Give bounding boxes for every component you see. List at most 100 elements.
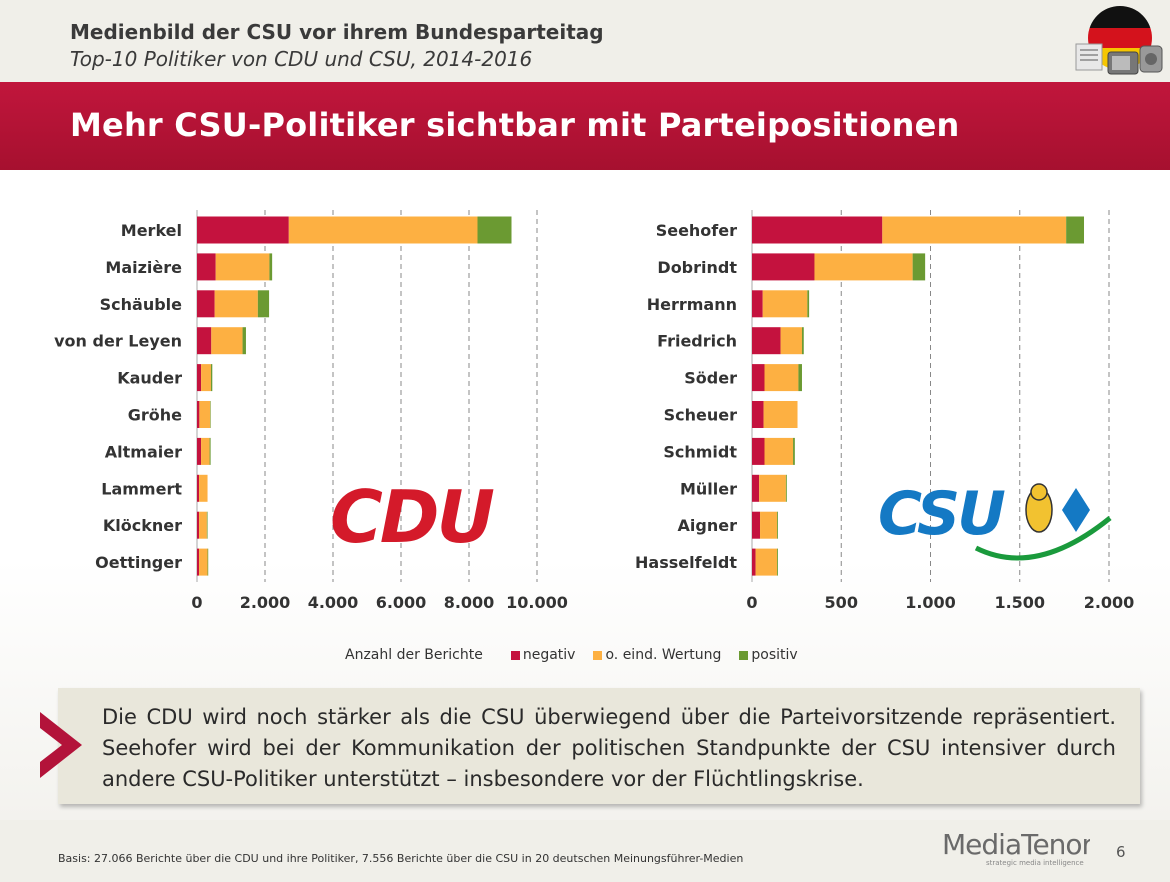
bar-cdu-negativ: [197, 364, 202, 392]
x-tick-label-csu: 500: [825, 593, 858, 612]
bar-csu-positiv: [807, 290, 810, 318]
legend-item-negativ: negativ: [510, 647, 576, 663]
svg-text:strategic media intelligence: strategic media intelligence: [986, 859, 1084, 867]
bar-csu-positiv: [776, 511, 778, 539]
bar-csu-positiv: [776, 548, 778, 576]
svg-text:CDU: CDU: [330, 482, 494, 550]
bar-cdu-oeindwertung: [201, 437, 210, 465]
category-label-cdu: Schäuble: [100, 295, 183, 314]
category-label-csu: Schmidt: [663, 442, 737, 461]
cdu-logo: CDU: [330, 482, 497, 550]
bar-csu-oeindwertung: [764, 364, 799, 392]
legend-title: Anzahl der Berichte: [345, 647, 483, 663]
bar-csu-oeindwertung: [814, 253, 913, 281]
chart-csu: 0 500 1.000 1.500 2.000 Seehofer Dobrindt Herrm…: [635, 210, 1134, 612]
footer-band: [0, 820, 1170, 882]
bar-cdu-negativ: [197, 548, 200, 576]
category-label-cdu: Maizière: [105, 258, 182, 277]
page-number: 6: [1116, 843, 1126, 861]
category-label-csu: Söder: [684, 369, 737, 388]
legend: Anzahl der Berichte negativ o. eind. Wer…: [345, 645, 816, 665]
bar-cdu-positiv: [210, 364, 213, 392]
bar-cdu-negativ: [197, 290, 215, 318]
charts: 0 2.000 4.000 6.000 8.000 10.000 Merkel Maizièr…: [54, 210, 1134, 612]
bar-csu-negativ: [752, 216, 883, 244]
x-tick-label-cdu: 2.000: [240, 593, 291, 612]
bar-csu-negativ: [752, 474, 760, 502]
bar-csu-positiv: [801, 327, 804, 355]
bar-cdu-oeindwertung: [288, 216, 478, 244]
bar-csu-oeindwertung: [882, 216, 1067, 244]
x-tick-label-cdu: 6.000: [376, 593, 427, 612]
bar-csu-oeindwertung: [764, 437, 794, 465]
category-label-cdu: von der Leyen: [54, 332, 182, 351]
csu-logo: CSU: [878, 479, 1112, 561]
legend-swatch-neutral: [593, 650, 603, 660]
category-label-csu: Friedrich: [657, 332, 737, 351]
bar-csu-negativ: [752, 364, 765, 392]
bar-cdu-oeindwertung: [211, 327, 243, 355]
footer-basis: Basis: 27.066 Berichte über die CDU und …: [58, 852, 744, 865]
bar-csu-oeindwertung: [763, 401, 798, 428]
swoosh-icon: [974, 516, 1112, 561]
legend-swatch-negativ: [510, 650, 520, 660]
x-tick-label-csu: 2.000: [1084, 593, 1135, 612]
x-tick-label-cdu: 10.000: [506, 593, 568, 612]
category-label-cdu: Altmaier: [105, 442, 182, 461]
bar-csu-positiv: [1066, 216, 1085, 244]
bar-cdu-negativ: [197, 253, 216, 281]
bar-cdu-negativ: [197, 216, 289, 244]
bar-csu-positiv: [793, 437, 795, 465]
bar-csu-oeindwertung: [759, 474, 786, 502]
category-label-cdu: Gröhe: [128, 406, 182, 425]
bar-csu-negativ: [752, 401, 764, 428]
bar-csu-negativ: [752, 253, 815, 281]
bar-cdu-positiv: [206, 511, 208, 539]
bar-cdu-positiv: [210, 401, 211, 428]
headline: Mehr CSU-Politiker sichtbar mit Parteipo…: [70, 106, 960, 144]
category-label-csu: Hasselfeldt: [635, 553, 737, 572]
slide-title: Medienbild der CSU vor ihrem Bundesparte…: [70, 20, 604, 44]
legend-label-neutral: o. eind. Wertung: [605, 647, 722, 663]
bar-csu-oeindwertung: [755, 548, 777, 576]
legend-swatch-positiv: [739, 650, 749, 660]
bar-cdu-oeindwertung: [201, 364, 211, 392]
bar-cdu-oeindwertung: [199, 474, 208, 502]
svg-text:MediaTenor: MediaTenor: [942, 828, 1090, 861]
germany-media-icon: [1075, 6, 1163, 75]
bar-csu-positiv: [798, 364, 802, 392]
callout-text: Die CDU wird noch stärker als die CSU üb…: [102, 705, 1116, 791]
bar-csu-negativ: [752, 290, 763, 318]
bar-csu-negativ: [752, 548, 756, 576]
bar-csu-oeindwertung: [780, 327, 802, 355]
x-tick-label-cdu: 0: [191, 593, 202, 612]
bar-csu-negativ: [752, 511, 761, 539]
category-label-csu: Herrmann: [647, 295, 737, 314]
header-band: [0, 0, 1170, 82]
x-tick-label-csu: 1.500: [994, 593, 1045, 612]
bar-cdu-positiv: [257, 290, 270, 318]
headline-band: [0, 82, 1170, 170]
bar-cdu-negativ: [197, 511, 200, 539]
category-label-csu: Müller: [680, 479, 737, 498]
legend-label-negativ: negativ: [522, 647, 576, 663]
bar-cdu-oeindwertung: [199, 401, 211, 428]
chart-cdu: 0 2.000 4.000 6.000 8.000 10.000 Merkel Maizièr…: [54, 210, 568, 612]
bar-cdu-oeindwertung: [199, 548, 208, 576]
category-label-cdu: Merkel: [121, 221, 182, 240]
bar-csu-negativ: [752, 437, 765, 465]
bar-csu-positiv: [912, 253, 926, 281]
bar-cdu-positiv: [209, 437, 211, 465]
category-label-csu: Aigner: [678, 516, 738, 535]
category-label-cdu: Klöckner: [103, 516, 182, 535]
bar-csu-oeindwertung: [762, 290, 808, 318]
bar-cdu-negativ: [197, 474, 200, 502]
bar-cdu-oeindwertung: [215, 253, 270, 281]
bar-cdu-positiv: [477, 216, 512, 244]
bar-csu-oeindwertung: [760, 511, 777, 539]
legend-item-positiv: positiv: [739, 647, 798, 663]
bar-cdu-oeindwertung: [199, 511, 207, 539]
category-label-csu: Seehofer: [656, 221, 737, 240]
category-label-cdu: Oettinger: [95, 553, 182, 572]
category-label-csu: Scheuer: [664, 406, 737, 425]
